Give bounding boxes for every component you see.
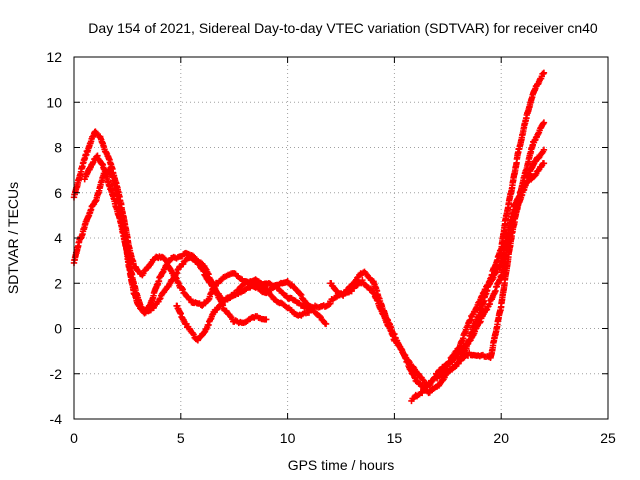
data-point bbox=[332, 286, 340, 294]
y-tick-label: 10 bbox=[46, 94, 62, 110]
data-point bbox=[322, 320, 330, 328]
y-tick-label: 8 bbox=[54, 140, 62, 156]
series-track-3 bbox=[70, 167, 270, 327]
axis-ticks: 0 5 10 15 20 25 -4 -2 0 2 4 6 8 10 12 bbox=[46, 49, 616, 446]
data-point bbox=[165, 258, 173, 265]
x-tick-label: 5 bbox=[177, 430, 185, 446]
x-axis-label: GPS time / hours bbox=[288, 457, 395, 473]
series-track-4 bbox=[173, 280, 330, 344]
y-tick-label: 6 bbox=[54, 185, 62, 201]
y-tick-label: 12 bbox=[46, 49, 62, 65]
x-tick-label: 10 bbox=[280, 430, 296, 446]
data-point bbox=[316, 312, 323, 320]
data-point bbox=[187, 296, 194, 303]
x-tick-label: 0 bbox=[70, 430, 78, 446]
data-point bbox=[190, 331, 197, 338]
data-point bbox=[540, 146, 548, 153]
y-axis-label: SDTVAR / TECUs bbox=[5, 182, 21, 294]
y-tick-label: 4 bbox=[54, 230, 62, 246]
x-tick-label: 15 bbox=[387, 430, 403, 446]
y-tick-label: 0 bbox=[54, 321, 62, 337]
data-point bbox=[297, 291, 305, 299]
data-point bbox=[540, 160, 548, 167]
y-tick-label: -2 bbox=[50, 366, 63, 382]
data-point bbox=[419, 376, 426, 383]
data-points bbox=[70, 69, 548, 405]
data-point bbox=[134, 301, 142, 308]
data-point bbox=[156, 296, 163, 303]
y-tick-label: 2 bbox=[54, 275, 62, 291]
data-point bbox=[437, 367, 444, 374]
series-track-8 bbox=[433, 119, 548, 382]
data-point bbox=[90, 158, 97, 166]
x-tick-label: 25 bbox=[600, 430, 616, 446]
data-point bbox=[418, 389, 426, 397]
data-point bbox=[198, 302, 206, 309]
y-tick-label: -4 bbox=[50, 411, 63, 427]
data-point bbox=[540, 69, 548, 77]
data-point bbox=[263, 316, 270, 323]
data-point bbox=[359, 276, 366, 284]
data-point bbox=[398, 346, 405, 353]
chart-title: Day 154 of 2021, Sidereal Day-to-day VTE… bbox=[88, 20, 598, 36]
data-point bbox=[297, 290, 304, 298]
series-track-7 bbox=[408, 160, 548, 405]
data-point bbox=[446, 357, 454, 365]
data-point bbox=[540, 119, 548, 126]
data-point bbox=[179, 286, 186, 293]
plot-frame bbox=[73, 56, 609, 420]
x-tick-label: 20 bbox=[493, 430, 509, 446]
